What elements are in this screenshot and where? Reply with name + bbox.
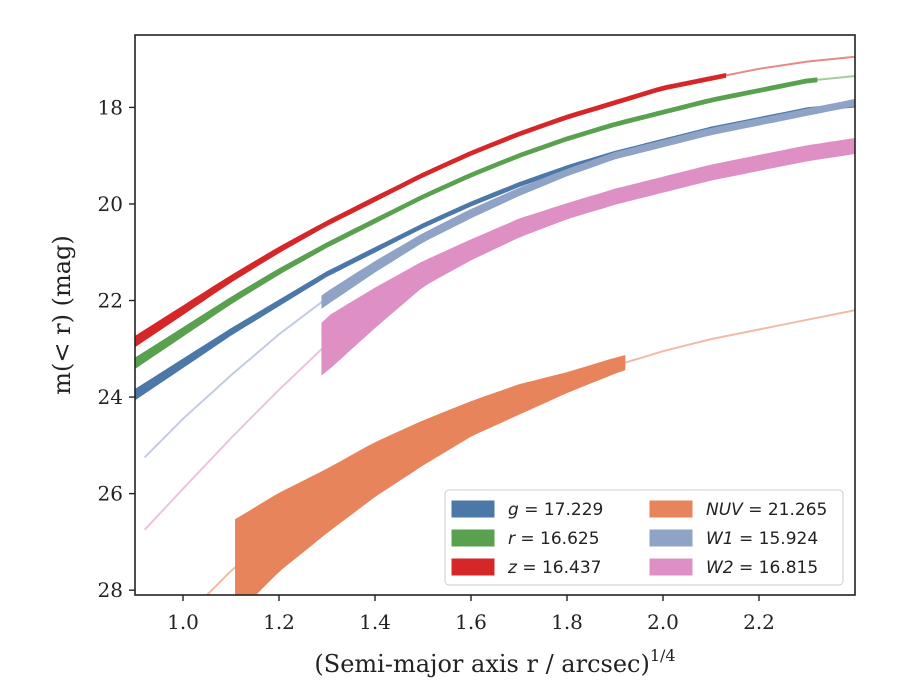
series-nuv xyxy=(206,309,855,595)
legend: g = 17.229 r = 16.625 z = 16.437 NUV = 21.2… xyxy=(444,489,844,586)
x-tick-label: 1.0 xyxy=(167,610,199,634)
legend-swatch xyxy=(451,500,495,518)
series-band xyxy=(235,355,626,595)
series-band xyxy=(321,138,855,376)
legend-swatch xyxy=(649,500,693,518)
legend-label: r = 16.625 xyxy=(508,529,600,549)
y-tick-label: 18 xyxy=(98,95,123,119)
legend-label: NUV = 21.265 xyxy=(706,500,827,520)
series-band xyxy=(321,98,855,309)
x-axis: 1.0 1.2 1.4 1.6 1.8 2.0 2.2 xyxy=(167,595,775,634)
series-band xyxy=(135,72,727,348)
y-tick-label: 22 xyxy=(98,289,123,313)
legend-label: W2 = 16.815 xyxy=(706,558,818,578)
legend-label: z = 16.437 xyxy=(507,558,601,578)
legend-swatch xyxy=(649,558,693,576)
series-band xyxy=(135,102,855,401)
series-layer xyxy=(135,55,855,595)
legend-label: g = 17.229 xyxy=(508,500,603,520)
legend-label: W1 = 15.924 xyxy=(706,529,818,549)
y-tick-label: 28 xyxy=(98,578,123,602)
series-w2 xyxy=(143,138,855,531)
y-axis: 18 20 22 24 26 28 xyxy=(98,95,135,602)
y-tick-label: 20 xyxy=(98,192,123,216)
legend-item-r: r = 16.625 xyxy=(451,529,600,549)
y-tick-label: 26 xyxy=(98,482,123,506)
legend-box xyxy=(444,489,844,586)
legend-item-w1: W1 = 15.924 xyxy=(649,529,818,549)
series-w1 xyxy=(143,98,855,459)
series-band xyxy=(135,77,818,370)
legend-swatch xyxy=(451,529,495,547)
y-axis-label: m(< r) (mag) xyxy=(48,235,76,394)
x-axis-label-exponent: 1/4 xyxy=(650,646,676,665)
x-tick-label: 1.2 xyxy=(263,610,295,634)
legend-swatch xyxy=(649,529,693,547)
series-z xyxy=(135,55,855,348)
series-r xyxy=(135,75,855,370)
legend-item-z: z = 16.437 xyxy=(451,558,601,578)
legend-swatch xyxy=(451,558,495,576)
x-axis-label: (Semi-major axis r / arcsec)1/4 xyxy=(314,646,675,678)
plot-frame xyxy=(134,34,856,596)
legend-item-g: g = 17.229 xyxy=(451,500,603,520)
x-tick-label: 1.8 xyxy=(551,610,583,634)
x-tick-label: 1.6 xyxy=(455,610,487,634)
x-tick-label: 2.0 xyxy=(647,610,679,634)
x-tick-label: 2.2 xyxy=(743,610,775,634)
x-tick-label: 1.4 xyxy=(359,610,391,634)
legend-item-nuv: NUV = 21.265 xyxy=(649,500,827,520)
legend-item-w2: W2 = 16.815 xyxy=(649,558,818,578)
y-tick-label: 24 xyxy=(98,385,123,409)
